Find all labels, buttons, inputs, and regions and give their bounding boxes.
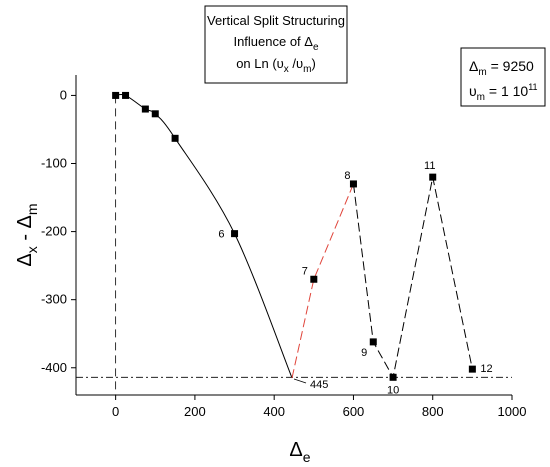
point-label: 445: [310, 379, 328, 391]
y-tick-label: 0: [60, 87, 67, 102]
series-line-1: [115, 93, 293, 379]
annotation-arrow: [293, 378, 307, 384]
data-point-marker: [151, 110, 159, 118]
chart-title-line-2: Influence of Δe: [233, 34, 319, 53]
x-tick-label: 200: [184, 404, 206, 419]
upsilon-m-label: υm = 1 1011: [469, 82, 538, 103]
y-tick-label: -300: [41, 292, 67, 307]
data-point-marker: [468, 365, 476, 373]
y-axis-title: Δx - Δm: [14, 203, 40, 266]
data-point-marker: [231, 230, 239, 238]
data-point-marker: [112, 91, 120, 99]
data-point-marker: [310, 275, 318, 283]
series-line-3: [352, 177, 473, 379]
x-tick-label: 800: [422, 404, 444, 419]
data-point-marker: [141, 105, 149, 113]
x-tick-label: 400: [263, 404, 285, 419]
x-tick-label: 1000: [498, 404, 527, 419]
data-point-marker: [122, 91, 130, 99]
title-box: [204, 5, 348, 84]
data-point-marker: [171, 134, 179, 142]
point-label: 8: [344, 170, 350, 182]
y-tick-label: -200: [41, 224, 67, 239]
x-axis-title-main: Δ: [289, 439, 302, 461]
params-box: [460, 47, 546, 107]
point-label: 10: [387, 384, 399, 396]
point-label: 6: [218, 229, 224, 241]
point-label: 12: [480, 363, 492, 375]
y-tick-label: -400: [41, 360, 67, 375]
data-point-marker: [389, 373, 397, 381]
point-label: 9: [361, 347, 367, 359]
data-point-marker: [429, 173, 437, 181]
chart-title-line-3: on Ln (υx /υm): [236, 56, 316, 75]
series-line-2: [291, 183, 354, 379]
data-point-marker: [369, 338, 377, 346]
y-tick-label: -100: [41, 156, 67, 171]
chart-title-line-1: Vertical Split Structuring: [207, 13, 345, 28]
x-axis-title-sub: e: [303, 449, 311, 465]
data-point-marker: [349, 180, 357, 188]
x-tick-label: 0: [112, 404, 119, 419]
x-axis-title: Δe: [289, 439, 310, 465]
point-label: 7: [302, 265, 308, 277]
point-label: 11: [424, 160, 435, 172]
x-tick-label: 600: [343, 404, 365, 419]
